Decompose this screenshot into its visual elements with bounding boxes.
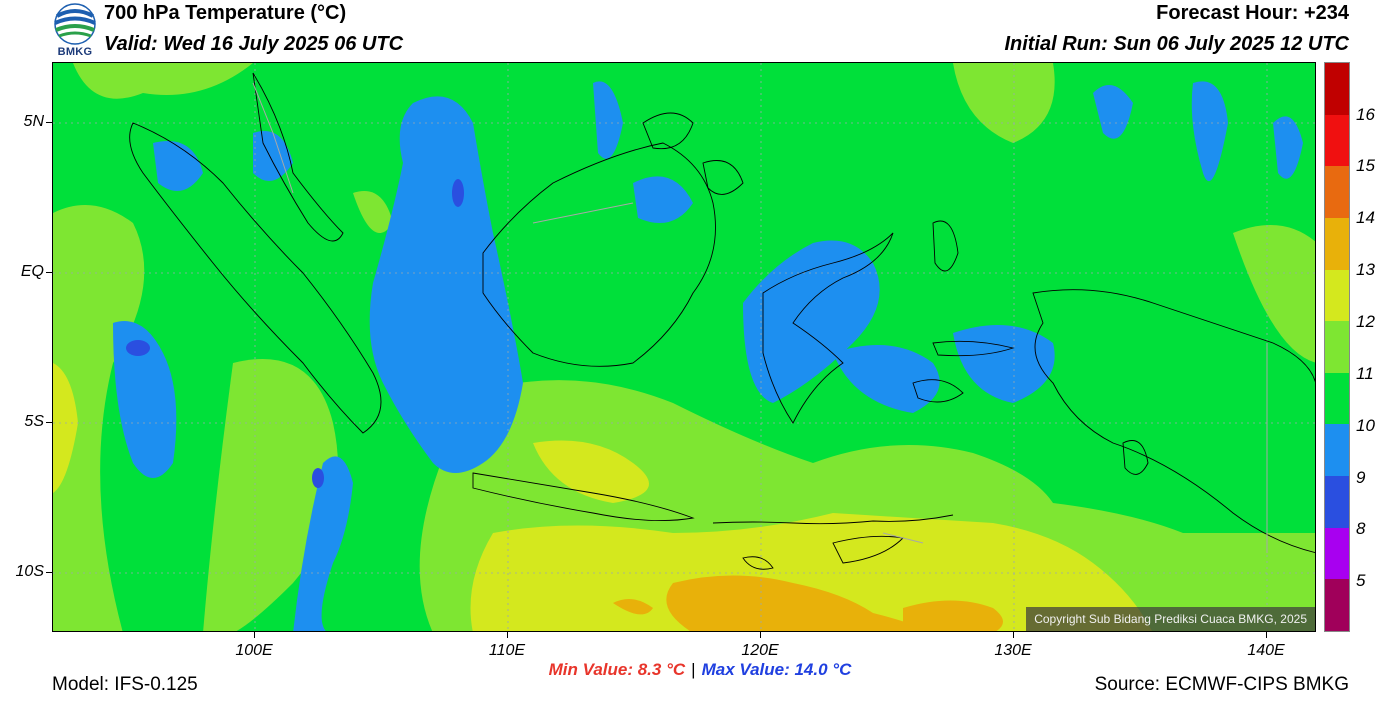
colorbar-segment	[1325, 579, 1349, 632]
min-max-values: Min Value: 8.3 °C | Max Value: 14.0 °C	[0, 660, 1400, 680]
bmkg-logo	[52, 2, 98, 60]
lon-tick	[1266, 632, 1267, 638]
colorbar	[1324, 62, 1350, 632]
band-9-regions	[113, 81, 1303, 631]
lat-label-5s: 5S	[24, 413, 44, 430]
lon-tick	[254, 632, 255, 638]
chart-title: 700 hPa Temperature (°C)	[104, 2, 347, 24]
colorbar-label-10: 10	[1356, 416, 1375, 435]
source-label: Source: ECMWF-CIPS BMKG	[1094, 674, 1349, 695]
map-grid	[53, 63, 1315, 631]
colorbar-segment	[1325, 424, 1349, 477]
colorbar-segment	[1325, 372, 1349, 425]
max-value: Max Value: 14.0 °C	[701, 660, 852, 679]
value-separator: |	[691, 660, 696, 679]
lon-label-100e: 100E	[235, 642, 273, 659]
lat-tick	[46, 122, 52, 123]
lon-tick	[507, 632, 508, 638]
colorbar-label-9: 9	[1356, 468, 1366, 487]
lon-label-140e: 140E	[1247, 642, 1285, 659]
forecast-hour: Forecast Hour: +234	[1156, 2, 1349, 24]
colorbar-label-5: 5	[1356, 571, 1366, 590]
coastlines	[129, 72, 1315, 570]
colorbar-segment	[1325, 321, 1349, 373]
lat-tick	[46, 272, 52, 273]
colorbar-segment	[1325, 63, 1349, 115]
colorbar-label-11: 11	[1356, 364, 1374, 383]
lon-label-110e: 110E	[488, 642, 526, 659]
initial-run: Initial Run: Sun 06 July 2025 12 UTC	[1004, 33, 1349, 55]
lat-label-eq: EQ	[20, 263, 44, 280]
colorbar-segment	[1325, 527, 1349, 580]
model-label: Model: IFS-0.125	[52, 674, 198, 695]
colorbar-segment	[1325, 269, 1349, 322]
copyright-notice: Copyright Sub Bidang Prediksi Cuaca BMKG…	[1026, 607, 1315, 631]
band-13-regions	[613, 575, 1003, 631]
lat-label-5n: 5N	[23, 113, 44, 130]
min-value: Min Value: 8.3 °C	[548, 660, 686, 679]
borders	[252, 82, 1268, 553]
colorbar-label-16: 16	[1356, 105, 1375, 124]
temperature-map: Copyright Sub Bidang Prediksi Cuaca BMKG…	[52, 62, 1316, 632]
colorbar-segment	[1325, 476, 1349, 528]
valid-time: Valid: Wed 16 July 2025 06 UTC	[104, 33, 404, 55]
colorbar-segment	[1325, 217, 1349, 270]
colorbar-label-15: 15	[1356, 156, 1375, 175]
colorbar-label-8: 8	[1356, 519, 1366, 538]
logo-text: BMKG	[57, 46, 93, 58]
colorbar-label-12: 12	[1356, 312, 1375, 331]
lat-tick	[46, 572, 52, 573]
map-field	[53, 63, 1315, 631]
lat-label-10s: 10S	[15, 563, 44, 580]
lon-label-130e: 130E	[994, 642, 1032, 659]
colorbar-label-13: 13	[1356, 260, 1375, 279]
lat-tick	[46, 422, 52, 423]
colorbar-label-14: 14	[1356, 208, 1375, 227]
lon-tick	[1013, 632, 1014, 638]
lon-label-120e: 120E	[741, 642, 779, 659]
lon-tick	[760, 632, 761, 638]
colorbar-segment	[1325, 114, 1349, 167]
band-8-spots	[126, 179, 464, 488]
colorbar-segment	[1325, 166, 1349, 218]
